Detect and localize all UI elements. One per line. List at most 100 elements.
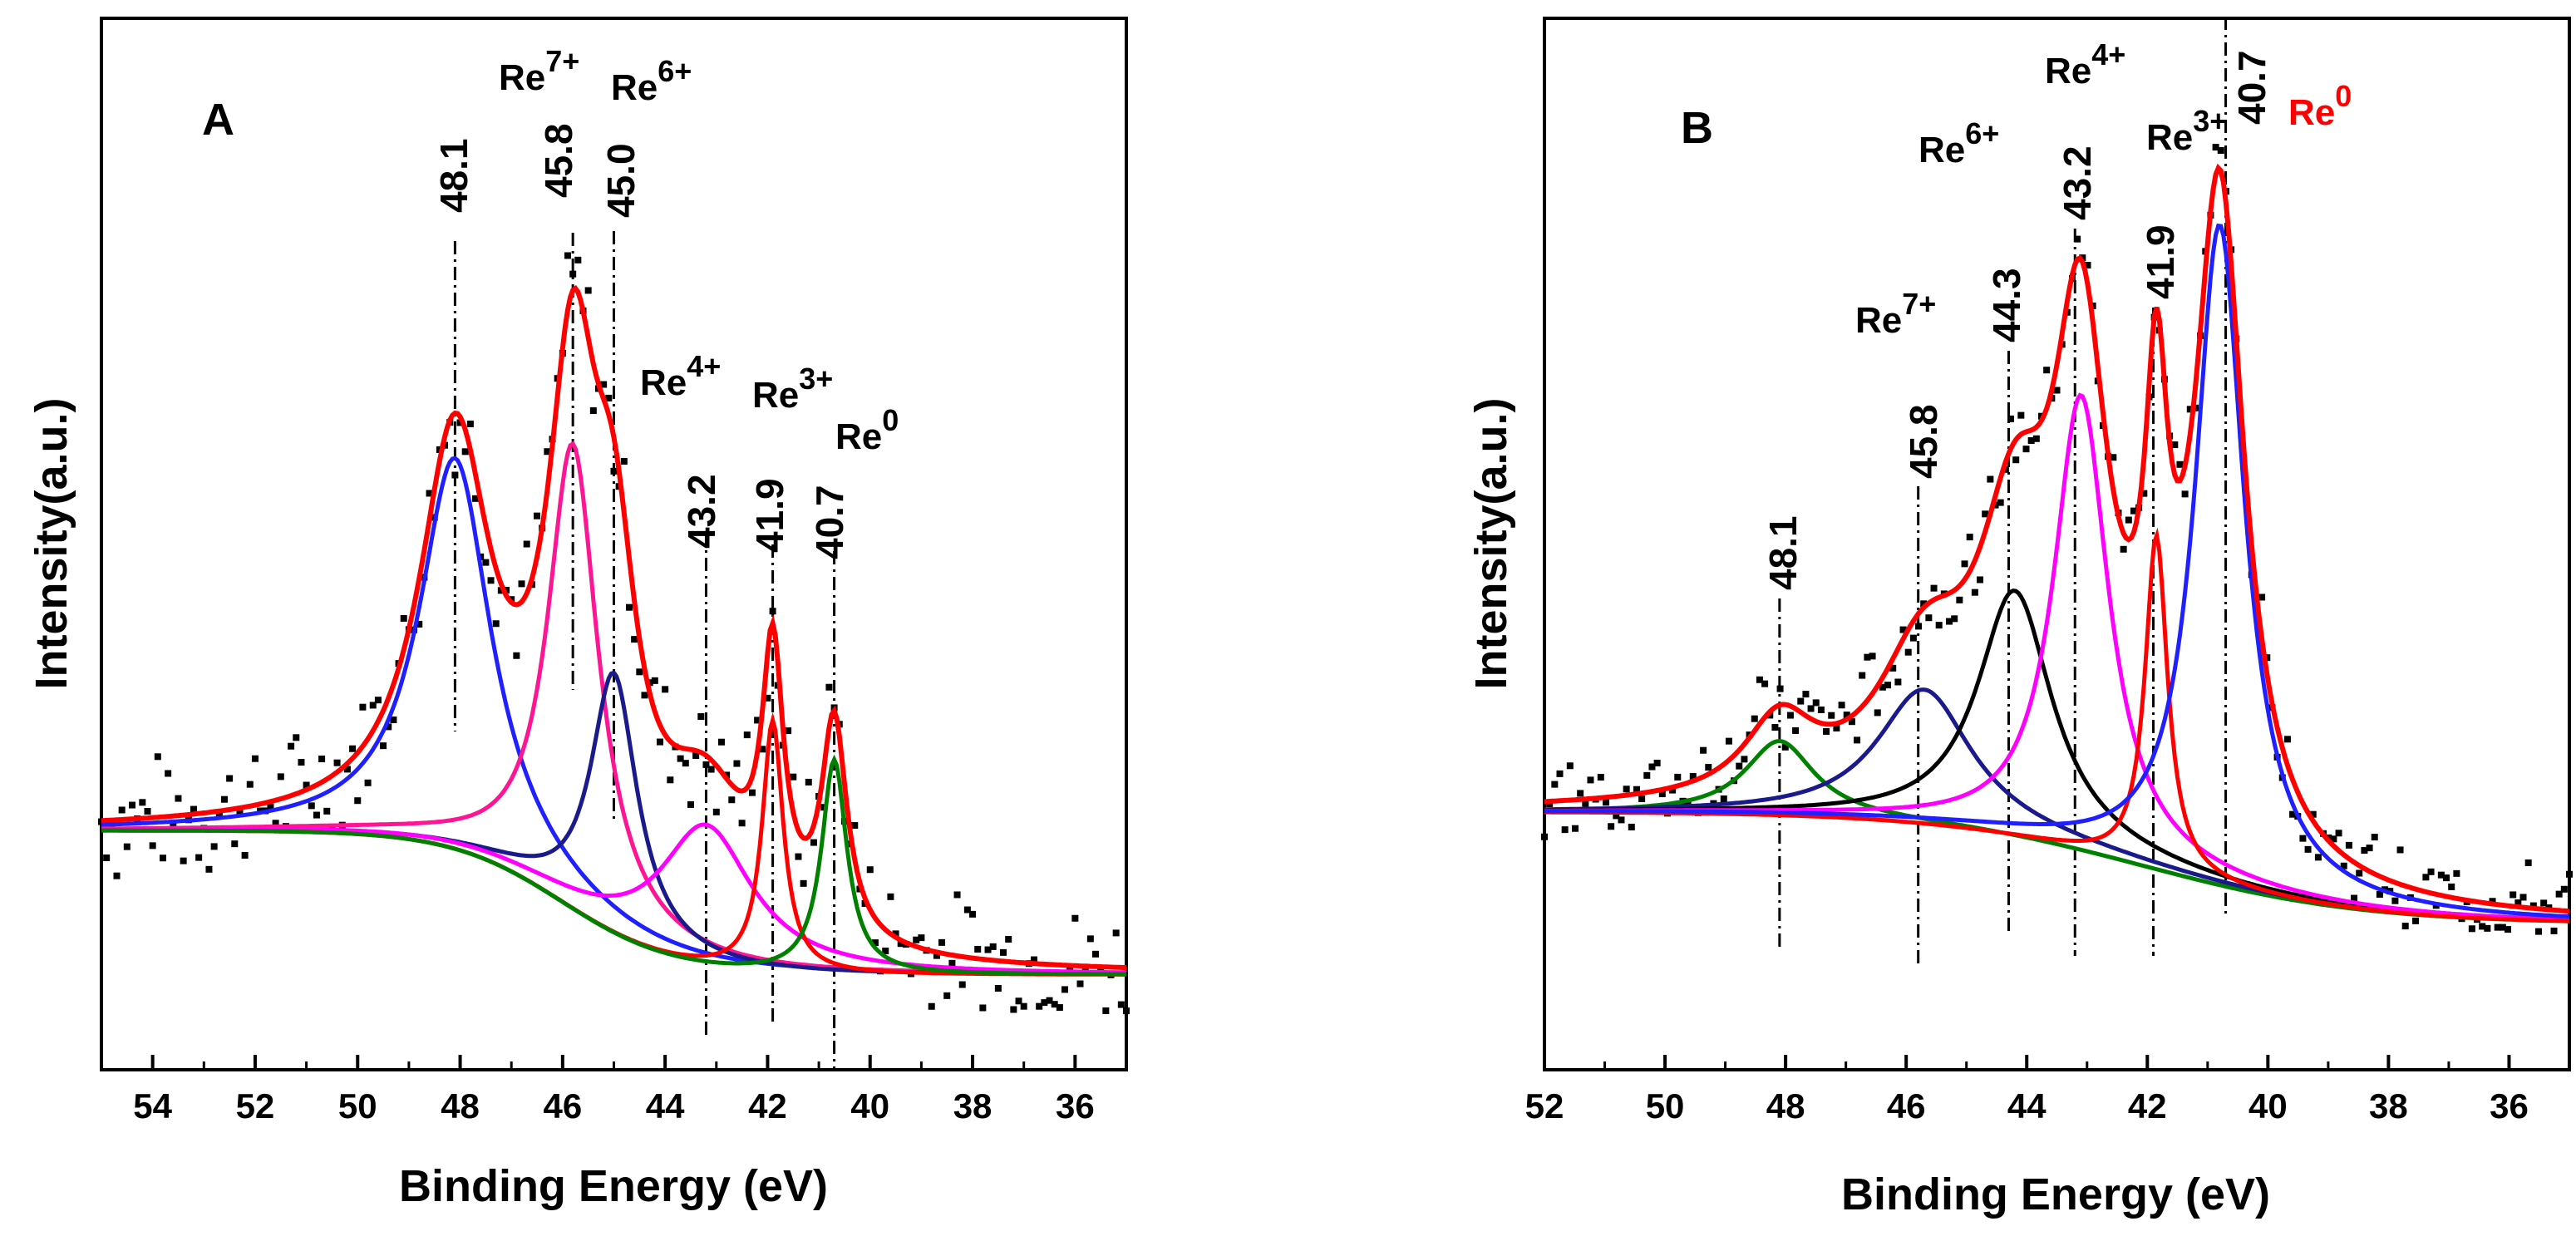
data-point (2186, 406, 2194, 413)
data-point (518, 580, 525, 588)
data-point (933, 952, 940, 959)
panel-a-xlabel: Binding Energy (eV) (399, 1161, 828, 1211)
x-tick-label: 44 (646, 1086, 685, 1125)
component-peak-curve (1544, 687, 2569, 923)
data-point (2258, 593, 2266, 601)
data-point (1802, 691, 1810, 698)
data-point (2540, 899, 2548, 907)
data-point (656, 738, 663, 746)
data-point (2535, 928, 2543, 935)
data-point (165, 770, 172, 777)
panel-b-frame (1543, 17, 2571, 1071)
data-point (1669, 786, 1677, 794)
panel-b-state-re3: Re3+ (2146, 104, 2227, 158)
x-tick-label: 46 (543, 1086, 582, 1125)
data-point (897, 940, 904, 948)
envelope-curve (1544, 163, 2570, 914)
data-point (2361, 847, 2368, 854)
data-point (2371, 834, 2378, 841)
data-point (210, 843, 218, 850)
data-point (631, 636, 638, 643)
data-point (2401, 923, 2409, 930)
data-point (231, 840, 239, 848)
x-tick-label: 50 (1646, 1086, 1685, 1125)
data-point (1807, 705, 1815, 712)
data-point (1648, 763, 1656, 771)
data-point (2489, 898, 2496, 905)
data-point (600, 381, 608, 388)
data-point (2053, 387, 2061, 394)
data-point (948, 959, 956, 967)
data-point (1046, 997, 1053, 1004)
data-point (523, 540, 530, 548)
data-point (651, 677, 658, 684)
data-point (969, 910, 977, 918)
data-point (1700, 746, 1707, 754)
data-point (769, 608, 776, 615)
data-point (759, 746, 766, 753)
data-point (251, 755, 259, 762)
data-point (2484, 924, 2491, 932)
data-point (2140, 490, 2148, 497)
panel-b-xlabel: Binding Energy (eV) (1841, 1170, 2270, 1219)
data-point (1838, 702, 1845, 709)
component-peak-curve (1544, 527, 2570, 923)
data-point (2550, 927, 2558, 934)
data-point (534, 512, 541, 520)
data-point (1909, 634, 1917, 642)
data-point (2376, 890, 2383, 898)
data-point (272, 820, 279, 827)
data-point (293, 734, 300, 741)
data-point (354, 797, 362, 805)
component-peak-curve (101, 670, 1126, 977)
panel-a-state-re0: Re0 (835, 403, 899, 457)
x-tick-label: 52 (236, 1086, 275, 1125)
x-tick-label: 40 (2248, 1086, 2288, 1125)
x-tick-label: 46 (1887, 1086, 1926, 1125)
data-point (1556, 770, 1564, 777)
data-point (1904, 648, 1912, 656)
data-point (2130, 507, 2137, 515)
data-point (2304, 845, 2312, 853)
data-point (1041, 999, 1048, 1007)
panel-b-state-re0: Re0 (2288, 79, 2352, 133)
data-point (159, 854, 166, 862)
data-point (712, 808, 720, 815)
data-point (2309, 810, 2317, 818)
panel-a-state-re7: Re7+ (499, 44, 579, 98)
data-point (492, 620, 500, 628)
data-point (1997, 499, 2004, 506)
data-point (2283, 736, 2291, 743)
data-point (2171, 441, 2179, 449)
data-point (1015, 997, 1022, 1005)
component-peak-curve (1544, 223, 2570, 919)
data-point (113, 872, 121, 879)
data-point (359, 703, 367, 711)
data-point (267, 803, 274, 810)
data-point (677, 755, 684, 762)
data-point (1925, 614, 1933, 622)
data-point (610, 467, 618, 475)
data-point (2366, 845, 2373, 852)
data-point (1889, 664, 1897, 672)
data-point (728, 796, 736, 804)
component-peak-curve (1544, 739, 2569, 923)
data-point (180, 857, 187, 864)
data-point (800, 879, 807, 887)
data-point (2176, 460, 2184, 468)
data-point (1582, 800, 1589, 807)
data-point (2356, 869, 2363, 877)
panel-b-peak-44-3: 44.3 (1985, 268, 2028, 342)
data-point (103, 854, 111, 861)
data-point (2422, 874, 2430, 881)
data-point (1987, 475, 1994, 483)
data-point (1946, 618, 1953, 625)
data-point (1602, 799, 1609, 806)
data-point (1653, 759, 1661, 766)
data-point (2027, 436, 2035, 444)
data-point (702, 761, 710, 768)
data-point (2335, 830, 2342, 837)
data-point (1982, 510, 1989, 518)
data-point (733, 760, 741, 767)
data-point (149, 842, 156, 850)
